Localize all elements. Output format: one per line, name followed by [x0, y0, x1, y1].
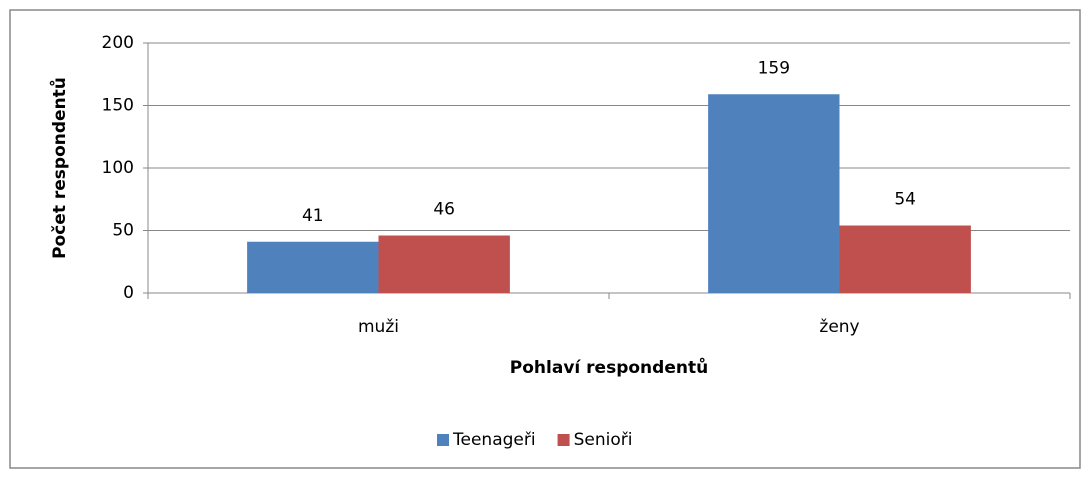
legend-label: Senioři [574, 430, 633, 450]
y-tick-label: 100 [102, 158, 134, 178]
bar [247, 241, 379, 293]
y-tick-label: 0 [123, 283, 134, 303]
data-label: 159 [758, 58, 790, 78]
x-axis-title: Pohlaví respondentů [510, 356, 708, 378]
y-tick-label: 150 [102, 96, 134, 116]
y-axis-title: Počet respondentů [48, 77, 70, 259]
data-label: 54 [894, 190, 916, 210]
data-label: 46 [433, 200, 455, 220]
data-label: 41 [302, 206, 324, 226]
legend-swatch [437, 434, 449, 446]
legend-swatch [557, 434, 570, 446]
y-tick-label: 50 [112, 221, 134, 241]
bar [708, 94, 840, 293]
x-tick-label: ženy [819, 317, 859, 337]
bar [378, 235, 510, 293]
y-tick-label: 200 [102, 33, 134, 53]
legend-label: Teenageři [452, 430, 536, 450]
bar [839, 225, 971, 293]
x-tick-label: muži [358, 317, 399, 337]
